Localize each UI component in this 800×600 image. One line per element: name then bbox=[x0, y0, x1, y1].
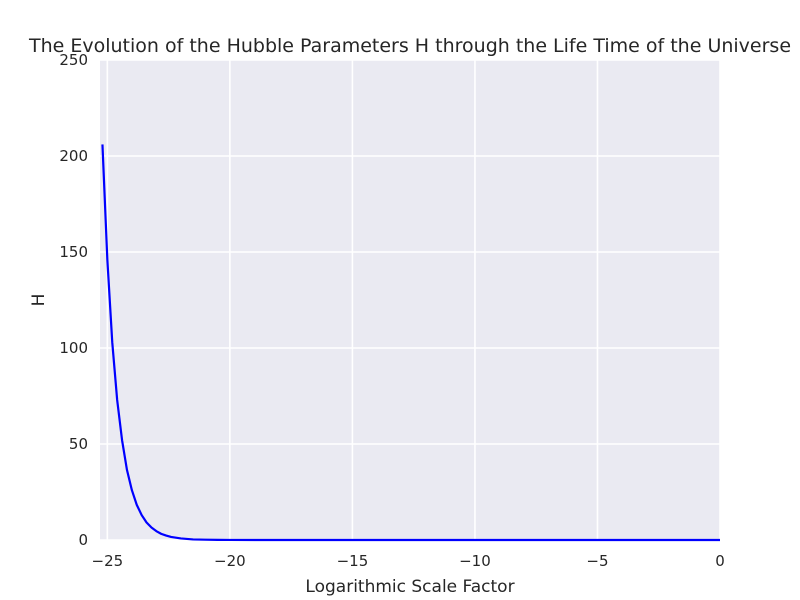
x-tick-label: −5 bbox=[586, 552, 608, 570]
x-axis-label: Logarithmic Scale Factor bbox=[305, 577, 514, 597]
chart-title: The Evolution of the Hubble Parameters H… bbox=[28, 35, 791, 57]
x-tick-label: −10 bbox=[459, 552, 491, 570]
series-line bbox=[101, 144, 720, 542]
y-tick-label: 50 bbox=[69, 435, 88, 453]
y-axis-label: H bbox=[29, 294, 49, 307]
y-tick-label: 0 bbox=[78, 531, 88, 549]
series-group bbox=[101, 144, 720, 542]
x-tick-label: 0 bbox=[715, 552, 725, 570]
y-tick-label: 200 bbox=[59, 147, 88, 165]
plot-area bbox=[100, 60, 720, 540]
y-tick-label: 150 bbox=[59, 243, 88, 261]
x-tick-labels: −25 −20 −15 −10 −5 0 bbox=[92, 552, 725, 570]
y-tick-label: 250 bbox=[59, 51, 88, 69]
x-tick-label: −20 bbox=[214, 552, 246, 570]
x-tick-label: −25 bbox=[92, 552, 124, 570]
y-tick-label: 100 bbox=[59, 339, 88, 357]
x-tick-label: −15 bbox=[337, 552, 369, 570]
y-tick-labels: 0 50 100 150 200 250 bbox=[59, 51, 88, 549]
